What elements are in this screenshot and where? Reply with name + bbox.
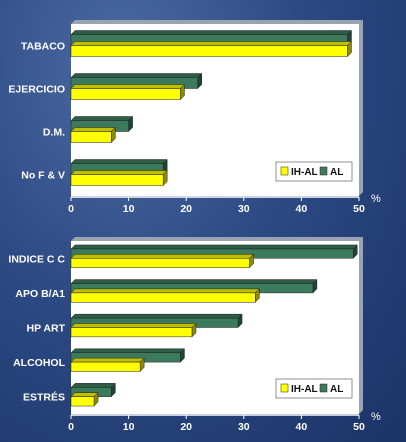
bar-front xyxy=(70,258,250,268)
bar-al-4 xyxy=(70,158,168,176)
bar-al-2 xyxy=(70,72,203,90)
bar-front xyxy=(70,45,348,57)
bar-front xyxy=(70,327,193,338)
bar-ih-al-2 xyxy=(70,288,260,303)
legend-box xyxy=(275,161,353,182)
bar-al-4 xyxy=(70,348,186,363)
bar-top-face xyxy=(70,84,186,89)
bar-top-face xyxy=(70,392,99,397)
chart-1: TABACO EJERCICIO D.M. No F & V 0 10 20 30 40 50% I… xyxy=(8,20,381,215)
bar-top-face xyxy=(70,348,186,354)
bar-front xyxy=(70,131,112,143)
chart-2: INDICE C C APO B/A1 HP ART ALCOHOL ESTRÉS 0 10… xyxy=(8,237,381,433)
legend-label: IH-AL xyxy=(291,167,318,178)
legend-swatch-al xyxy=(319,383,328,393)
x-tick-label: 50 xyxy=(353,421,365,433)
bar-ih-al-3 xyxy=(70,322,197,338)
bar-front xyxy=(70,174,164,186)
bar-top-face xyxy=(70,254,255,259)
bar-top-face xyxy=(70,323,197,328)
legend-label: IH-AL xyxy=(291,384,318,395)
bar-top-face xyxy=(70,116,134,121)
bar-front xyxy=(70,292,256,303)
category-label: INDICE C C xyxy=(8,253,65,265)
legend-box xyxy=(275,378,353,399)
bar-ih-al-4 xyxy=(70,357,145,373)
legend-swatch-ih-al xyxy=(280,166,289,176)
unit-label: % xyxy=(371,411,381,423)
x-tick-label: 20 xyxy=(180,203,192,215)
bar-top-face xyxy=(70,357,145,363)
x-tick-label: 30 xyxy=(238,421,250,433)
bar-top-face xyxy=(70,170,168,175)
bar-front xyxy=(70,396,95,407)
legend: IH-AL AL xyxy=(275,161,353,182)
legend-label: AL xyxy=(330,384,343,395)
category-label: ESTRÉS xyxy=(23,391,65,404)
bar-top-face xyxy=(70,288,260,294)
category-label: APO B/A1 xyxy=(15,288,65,300)
bar-top-face xyxy=(70,279,318,284)
x-tick-label: 30 xyxy=(238,203,250,215)
bar-top-face xyxy=(70,73,203,78)
category-label: D.M. xyxy=(43,127,65,139)
bar-ih-al-2 xyxy=(70,83,186,101)
legend-label: AL xyxy=(330,167,343,178)
x-tick-label: 0 xyxy=(68,421,74,433)
x-tick-label: 40 xyxy=(296,421,308,433)
x-tick-label: 0 xyxy=(68,203,74,215)
legend-swatch-ih-al xyxy=(280,383,289,393)
x-tick-label: 10 xyxy=(123,203,135,215)
bar-top-face xyxy=(70,244,358,250)
legend-swatch-al xyxy=(319,166,328,176)
bar-top-face xyxy=(70,313,243,319)
x-tick-label: 10 xyxy=(123,421,135,433)
x-tick-label: 50 xyxy=(353,203,365,215)
bar-top-face xyxy=(70,159,168,164)
bar-top-face xyxy=(70,127,116,132)
bar-front xyxy=(70,361,141,372)
bar-top-face xyxy=(70,383,116,388)
bar-ih-al-5 xyxy=(70,392,99,407)
x-tick-label: 20 xyxy=(180,421,192,433)
bar-top-face xyxy=(70,41,353,46)
category-label: HP ART xyxy=(26,323,65,335)
bar-ih-al-1 xyxy=(70,253,255,269)
x-tick-label: 40 xyxy=(296,203,308,215)
bar-front xyxy=(70,88,181,100)
legend: IH-AL AL xyxy=(275,378,353,399)
unit-label: % xyxy=(371,193,381,205)
category-label: TABACO xyxy=(21,41,65,53)
bar-top-face xyxy=(70,30,353,35)
bar-ih-al-1 xyxy=(70,40,353,58)
category-label: ALCOHOL xyxy=(13,357,65,369)
category-label: No F & V xyxy=(21,170,65,182)
category-label: EJERCICIO xyxy=(8,84,65,96)
bar-ih-al-3 xyxy=(70,126,116,144)
bar-ih-al-4 xyxy=(70,169,168,187)
